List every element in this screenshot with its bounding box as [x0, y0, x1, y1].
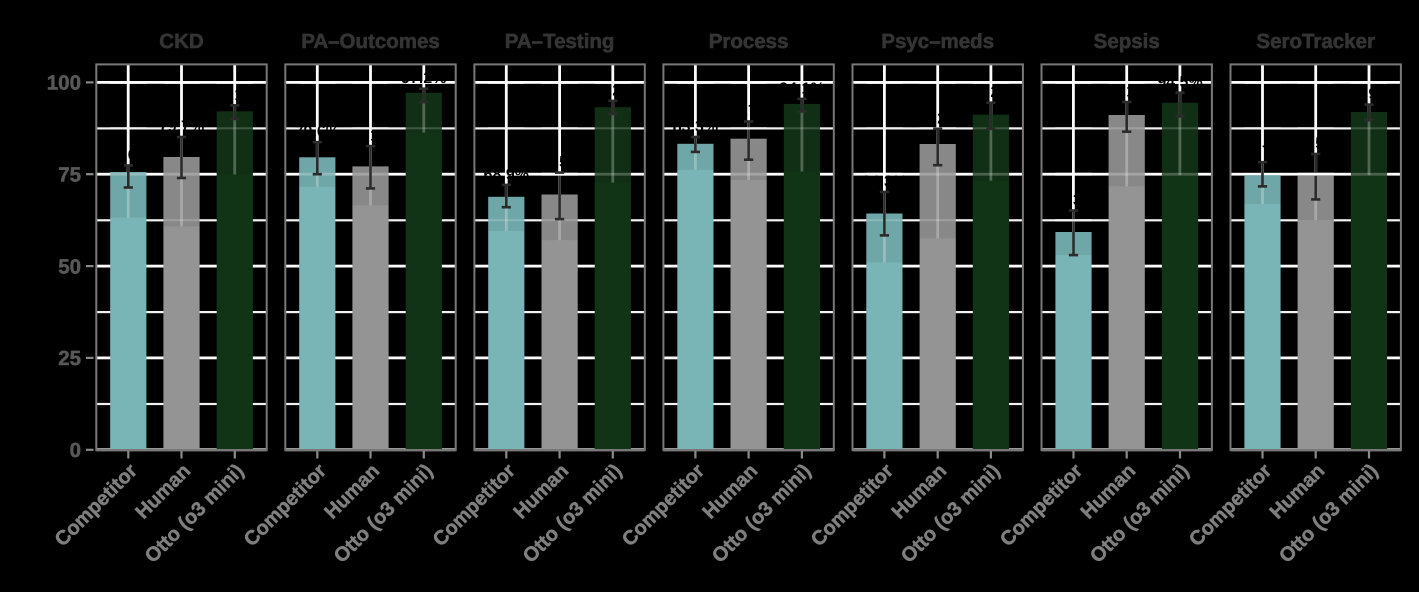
svg-text:PA–Outcomes: PA–Outcomes: [301, 30, 440, 53]
svg-text:Process: Process: [709, 30, 789, 53]
svg-text:Psyc–meds: Psyc–meds: [881, 30, 994, 53]
svg-text:CKD: CKD: [159, 30, 203, 53]
svg-text:25: 25: [58, 347, 81, 370]
svg-text:Sepsis: Sepsis: [1094, 30, 1160, 53]
svg-text:75: 75: [58, 163, 81, 186]
svg-text:100: 100: [47, 72, 81, 95]
svg-text:PA–Testing: PA–Testing: [505, 30, 615, 53]
svg-text:50: 50: [58, 255, 81, 278]
svg-text:0: 0: [70, 439, 81, 462]
svg-text:SeroTracker: SeroTracker: [1256, 30, 1375, 53]
